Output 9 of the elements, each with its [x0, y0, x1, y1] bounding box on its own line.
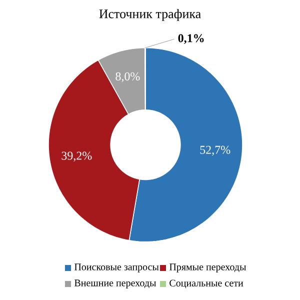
legend-label: Социальные сети	[170, 280, 244, 288]
data-label: 52,7%	[200, 146, 230, 156]
data-label: 39,2%	[62, 152, 92, 162]
legend-label: Внешние переходы	[74, 280, 156, 288]
chart-title: Источник трафика	[99, 9, 201, 21]
data-label: 8,0%	[116, 72, 140, 82]
data-label: 0,1%	[178, 34, 204, 44]
legend-label: Поисковые запросы	[74, 264, 159, 272]
legend-label: Прямые переходы	[169, 264, 246, 272]
